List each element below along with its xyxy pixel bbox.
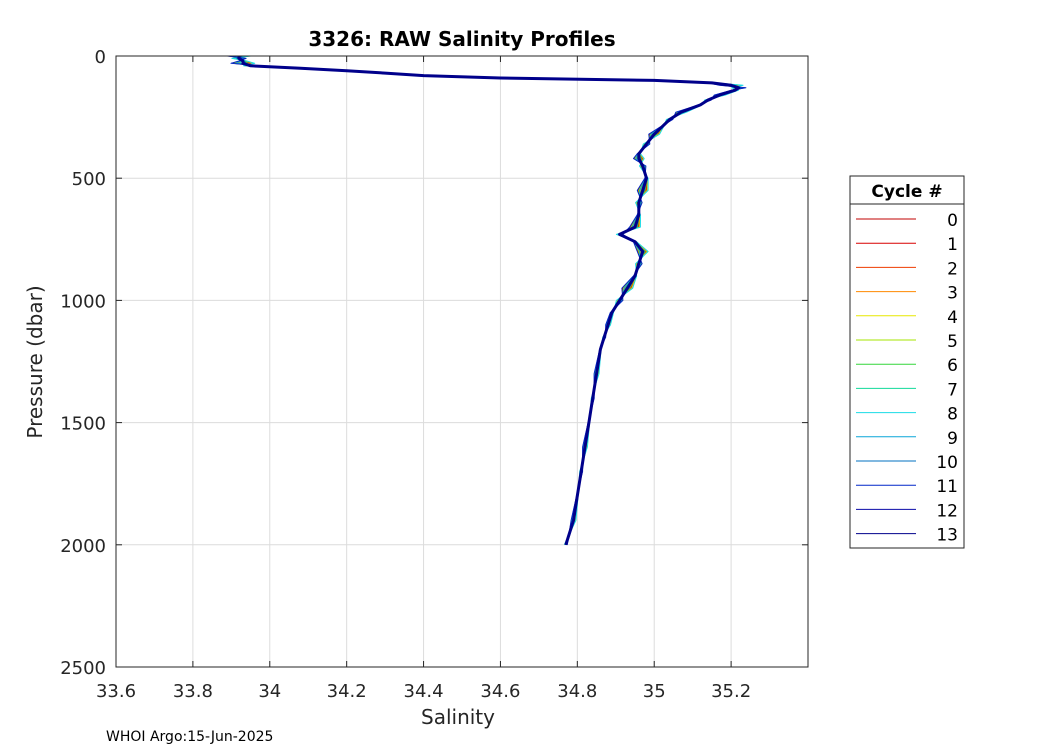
footer-credit: WHOI Argo:15-Jun-2025: [106, 729, 273, 745]
legend-label-cycle-9: 9: [947, 429, 958, 449]
legend-label-cycle-5: 5: [947, 332, 958, 352]
x-axis-label: Salinity: [421, 705, 495, 729]
x-tick-label: 34.2: [327, 681, 367, 702]
y-tick-label: 2500: [60, 658, 106, 679]
legend-label-cycle-1: 1: [947, 235, 958, 255]
legend-box: [849, 175, 965, 549]
legend-label-cycle-10: 10: [936, 453, 958, 473]
legend-label-cycle-12: 12: [936, 501, 958, 521]
chart-title: 3326: RAW Salinity Profiles: [308, 27, 615, 51]
plot-area: [116, 56, 808, 667]
legend-label-cycle-7: 7: [947, 380, 958, 400]
x-tick-label: 35.2: [711, 681, 751, 702]
y-axis-label: Pressure (dbar): [23, 285, 47, 438]
legend-label-cycle-2: 2: [947, 259, 958, 279]
legend-title: Cycle #: [871, 182, 942, 202]
x-tick-label: 33.8: [173, 681, 213, 702]
y-axis: 0 500 1000 1500 2000 2500: [60, 47, 808, 679]
y-tick-label: 1500: [60, 414, 106, 435]
x-tick-label: 33.6: [96, 681, 136, 702]
legend-label-cycle-0: 0: [947, 211, 958, 231]
plot-frame: [115, 55, 809, 668]
x-tick-label: 34: [258, 681, 281, 702]
series-layer: [227, 55, 747, 546]
series-line-cycle-13: [237, 56, 741, 546]
legend-label-cycle-4: 4: [947, 308, 958, 328]
x-tick-label: 34.4: [404, 681, 444, 702]
legend-label-cycle-6: 6: [947, 356, 958, 376]
y-tick-label: 500: [72, 169, 106, 190]
y-tick-label: 1000: [60, 291, 106, 312]
x-tick-label: 35: [643, 681, 666, 702]
legend-label-cycle-3: 3: [947, 284, 958, 304]
x-tick-label: 34.8: [557, 681, 597, 702]
x-axis: 33.6 33.8 34 34.2 34.4 34.6 34.8 35 35.2: [96, 56, 751, 702]
legend-label-cycle-8: 8: [947, 405, 958, 425]
y-tick-label: 0: [95, 47, 106, 68]
legend-label-cycle-13: 13: [936, 526, 958, 546]
legend-label-cycle-11: 11: [936, 477, 958, 497]
x-tick-label: 34.6: [480, 681, 520, 702]
y-tick-label: 2000: [60, 536, 106, 557]
